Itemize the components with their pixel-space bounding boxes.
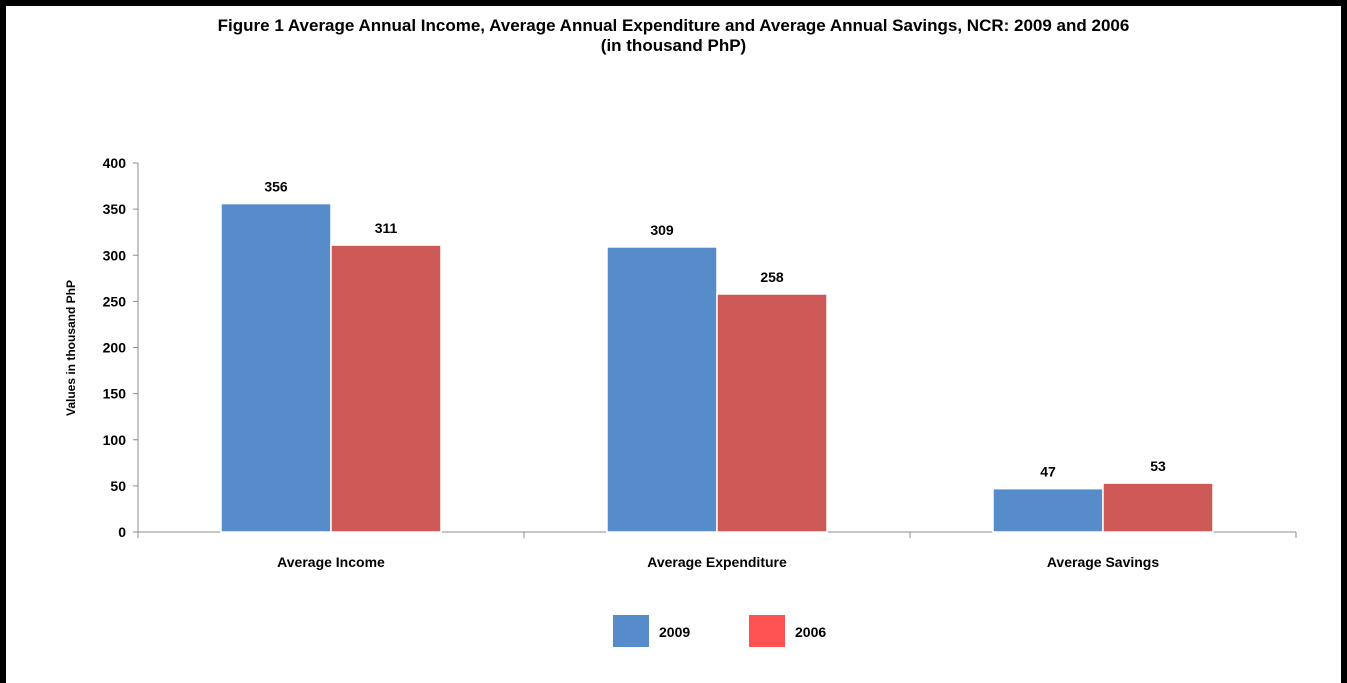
x-tick-label: Average Savings xyxy=(1047,554,1160,570)
legend-label-2006: 2006 xyxy=(795,624,826,640)
chart-title-block: Figure 1 Average Annual Income, Average … xyxy=(0,16,1347,56)
chart-subtitle: (in thousand PhP) xyxy=(600,36,747,55)
data-label: 258 xyxy=(760,269,784,285)
y-tick-label: 100 xyxy=(103,432,127,448)
data-label: 311 xyxy=(375,220,398,236)
data-label: 356 xyxy=(264,179,288,195)
bar-2009-average-expenditure xyxy=(606,246,718,533)
bar-2006-average-savings xyxy=(1102,482,1214,533)
chart-data-labels: 356 311 309 258 47 53 xyxy=(264,179,1166,480)
bar-2009-average-savings xyxy=(992,487,1104,533)
chart-bars xyxy=(220,202,1214,533)
bar-2006-average-income xyxy=(330,244,442,533)
bar-2009-average-income xyxy=(220,202,332,533)
legend-label-2009: 2009 xyxy=(659,624,690,640)
y-axis-label: Values in thousand PhP xyxy=(64,280,78,416)
x-tick-label: Average Expenditure xyxy=(647,554,787,570)
chart-title: Figure 1 Average Annual Income, Average … xyxy=(217,16,1130,35)
y-tick-label: 0 xyxy=(118,524,126,540)
chart-legend: 2009 2006 xyxy=(613,615,826,647)
y-tick-label: 250 xyxy=(103,293,127,309)
y-tick-label: 50 xyxy=(110,478,126,494)
legend-swatch-2006 xyxy=(749,615,785,647)
x-tick-label: Average Income xyxy=(277,554,385,570)
y-tick-label: 350 xyxy=(103,201,127,217)
y-tick-label: 300 xyxy=(103,247,127,263)
y-tick-label: 150 xyxy=(103,386,127,402)
y-tick-label: 400 xyxy=(103,155,127,171)
data-label: 309 xyxy=(650,222,674,238)
data-label: 47 xyxy=(1040,464,1056,480)
bar-2006-average-expenditure xyxy=(716,293,828,533)
legend-swatch-2009 xyxy=(613,615,649,647)
y-tick-label: 200 xyxy=(103,340,127,356)
data-label: 53 xyxy=(1150,458,1166,474)
